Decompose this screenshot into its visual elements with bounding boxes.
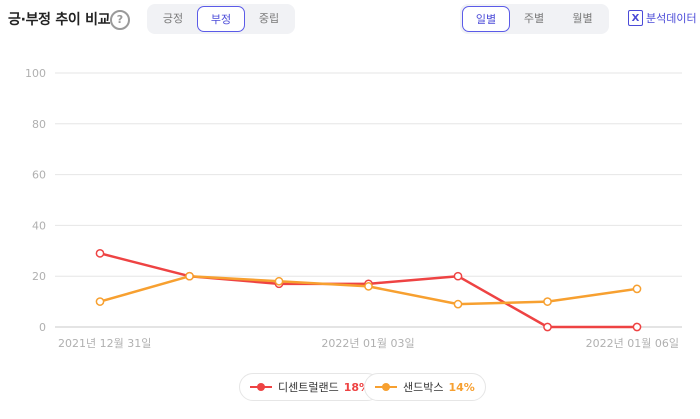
x-tick-label: 2021년 12월 31일 (58, 336, 151, 350)
legend-marker-orange (375, 382, 397, 392)
data-point-1 (632, 322, 642, 332)
tab-daily[interactable]: 일별 (462, 6, 510, 32)
data-point-2 (185, 271, 194, 281)
sentiment-toggle: 긍정 부정 중립 (147, 4, 295, 34)
y-tick-label: 40 (32, 219, 46, 232)
data-point-1 (543, 322, 552, 332)
legend-item-series2[interactable]: 샌드박스 14% (364, 373, 486, 401)
y-tick-label: 60 (32, 169, 46, 182)
data-point-1 (95, 248, 105, 258)
trend-chart: 0 20 40 60 80 100 2021년 12월 31일 2022년 01월 03일 20… (25, 67, 682, 350)
data-point-2 (632, 284, 642, 294)
data-point-2 (453, 299, 463, 309)
period-toggle: 일별 주별 월별 (460, 4, 609, 34)
help-icon[interactable]: ? (110, 10, 130, 30)
data-point-2 (274, 276, 284, 286)
excel-icon: X (628, 10, 643, 26)
data-point-2 (543, 297, 552, 306)
analysis-data-label: 분석데이터 (646, 12, 697, 25)
legend-item-series1[interactable]: 디센트럴랜드 18% (239, 373, 382, 401)
page-title: 긍·부정 추이 비교 (8, 12, 111, 28)
legend-label: 디센트럴랜드 (278, 381, 339, 394)
x-tick-label: 2022년 01월 06일 (586, 336, 679, 350)
y-tick-label: 80 (32, 118, 46, 131)
legend-label: 샌드박스 (403, 381, 444, 394)
tab-weekly[interactable]: 주별 (523, 12, 545, 25)
data-point-2 (95, 297, 105, 306)
tab-neutral[interactable]: 중립 (258, 12, 280, 25)
legend-percent: 14% (448, 380, 475, 394)
tab-negative[interactable]: 부정 (197, 6, 245, 32)
y-tick-label: 100 (25, 67, 46, 80)
y-tick-label: 0 (39, 321, 46, 334)
data-point-1 (453, 271, 463, 281)
data-point-2 (364, 282, 373, 291)
tab-monthly[interactable]: 월별 (572, 12, 593, 25)
legend-marker-red (250, 382, 272, 392)
analysis-data-button[interactable]: X 분석데이터 (628, 10, 697, 26)
legend-percent: 18% (343, 380, 371, 394)
y-tick-label: 20 (32, 270, 46, 283)
x-tick-label: 2022년 01월 03일 (321, 336, 414, 350)
tab-positive[interactable]: 긍정 (162, 12, 184, 25)
